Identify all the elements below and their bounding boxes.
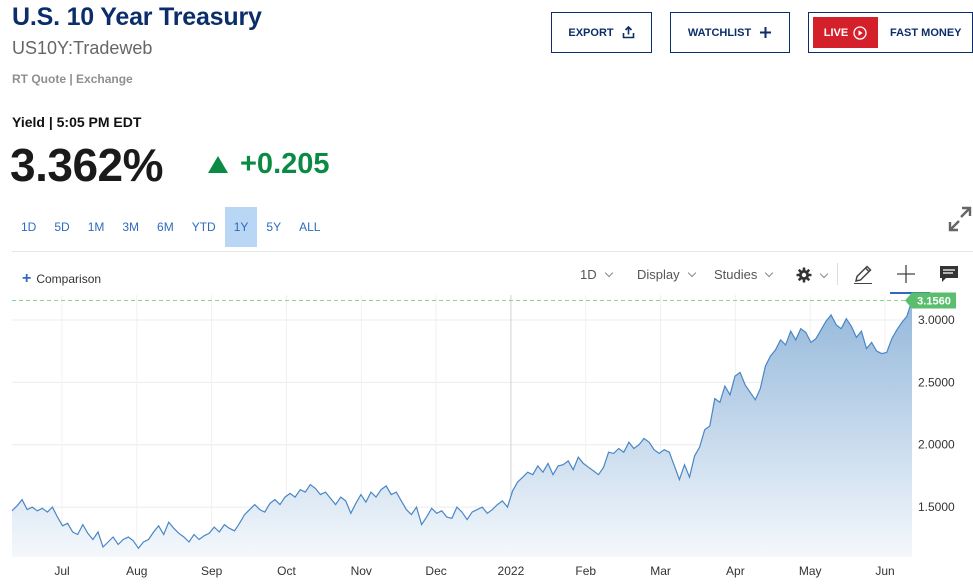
range-tab-5y[interactable]: 5Y — [266, 220, 282, 234]
x-tick-label: Feb — [575, 564, 596, 578]
export-icon — [622, 26, 634, 39]
chevron-down-icon — [765, 268, 774, 278]
change-value: +0.205 — [240, 148, 330, 180]
comparison-label: Comparison — [36, 272, 102, 286]
yield-chart[interactable]: 1.5000 2.0000 2.5000 3.0000 Jul Aug Sep Oct Nov… — [0, 290, 973, 584]
x-tick-label: Jun — [875, 564, 894, 578]
live-fast-money-button[interactable]: LIVE FAST MONEY — [808, 12, 973, 53]
last-value-badge — [905, 292, 956, 309]
x-tick-label: Jul — [54, 564, 69, 578]
active-tool-indicator — [890, 292, 930, 294]
page-title: U.S. 10 Year Treasury — [12, 3, 262, 31]
x-tick-label: Mar — [650, 564, 671, 578]
chevron-down-icon — [687, 268, 696, 278]
chevron-down-icon — [604, 268, 613, 278]
live-badge: LIVE — [813, 17, 878, 48]
range-tab-5d[interactable]: 5D — [54, 220, 70, 234]
crosshair-icon[interactable] — [895, 263, 917, 285]
studies-dropdown[interactable]: Studies — [714, 267, 774, 282]
x-tick-label: Sep — [201, 564, 223, 578]
comparison-button[interactable]: + Comparison — [22, 270, 101, 288]
range-tab-6m[interactable]: 6M — [157, 220, 174, 234]
range-tab-1d[interactable]: 1D — [21, 220, 37, 234]
last-value-label: 3.1560 — [917, 295, 951, 307]
yield-timestamp: Yield | 5:05 PM EDT — [12, 114, 142, 130]
time-range-tabs: 1D 5D 1M 3M 6M YTD 1Y 5Y ALL — [12, 207, 329, 247]
live-label: LIVE — [823, 26, 849, 39]
up-arrow-icon — [208, 156, 228, 173]
toolbar-separator — [837, 263, 838, 285]
yield-area — [12, 300, 912, 557]
range-tab-ytd[interactable]: YTD — [191, 220, 216, 234]
plus-icon: + — [22, 270, 32, 287]
expand-icon[interactable] — [948, 206, 972, 232]
export-label: EXPORT — [568, 26, 614, 39]
yield-line — [11, 300, 913, 550]
range-tab-3m[interactable]: 3M — [122, 220, 140, 234]
live-show-label: FAST MONEY — [890, 26, 962, 39]
quote-source: RT Quote | Exchange — [12, 72, 133, 86]
comment-icon[interactable] — [938, 263, 960, 285]
watchlist-button[interactable]: WATCHLIST — [670, 12, 790, 53]
plus-icon — [760, 27, 772, 38]
x-tick-label: Dec — [425, 564, 446, 578]
x-tick-label: Oct — [277, 564, 296, 578]
export-button[interactable]: EXPORT — [551, 12, 652, 53]
x-tick-label: Aug — [126, 564, 147, 578]
range-tab-all[interactable]: ALL — [299, 220, 321, 234]
y-tick-label: 3.0000 — [918, 313, 955, 327]
divider — [12, 251, 973, 252]
interval-dropdown[interactable]: 1D — [580, 267, 613, 282]
y-tick-label: 2.5000 — [918, 375, 955, 389]
y-tick-label: 1.5000 — [918, 500, 955, 514]
chevron-down-icon — [819, 269, 829, 278]
x-tick-label: Apr — [726, 564, 745, 578]
range-tab-1y[interactable]: 1Y — [224, 207, 258, 247]
range-tab-1m[interactable]: 1M — [87, 220, 105, 234]
studies-label: Studies — [714, 267, 758, 282]
x-tick-label: 2022 — [498, 564, 525, 578]
price-value: 3.362% — [10, 139, 164, 191]
interval-label: 1D — [580, 267, 597, 282]
display-dropdown[interactable]: Display — [637, 267, 696, 282]
watchlist-label: WATCHLIST — [687, 26, 752, 39]
y-tick-label: 2.0000 — [918, 438, 955, 452]
price-change: +0.205 — [208, 148, 330, 181]
symbol-label: US10Y:Tradeweb — [12, 38, 153, 58]
settings-dropdown[interactable] — [796, 267, 829, 283]
x-tick-label: Nov — [351, 564, 372, 578]
display-label: Display — [637, 267, 680, 282]
gear-icon — [796, 267, 812, 283]
pencil-icon[interactable] — [852, 263, 874, 285]
play-icon — [853, 25, 867, 40]
x-tick-label: May — [799, 564, 822, 578]
